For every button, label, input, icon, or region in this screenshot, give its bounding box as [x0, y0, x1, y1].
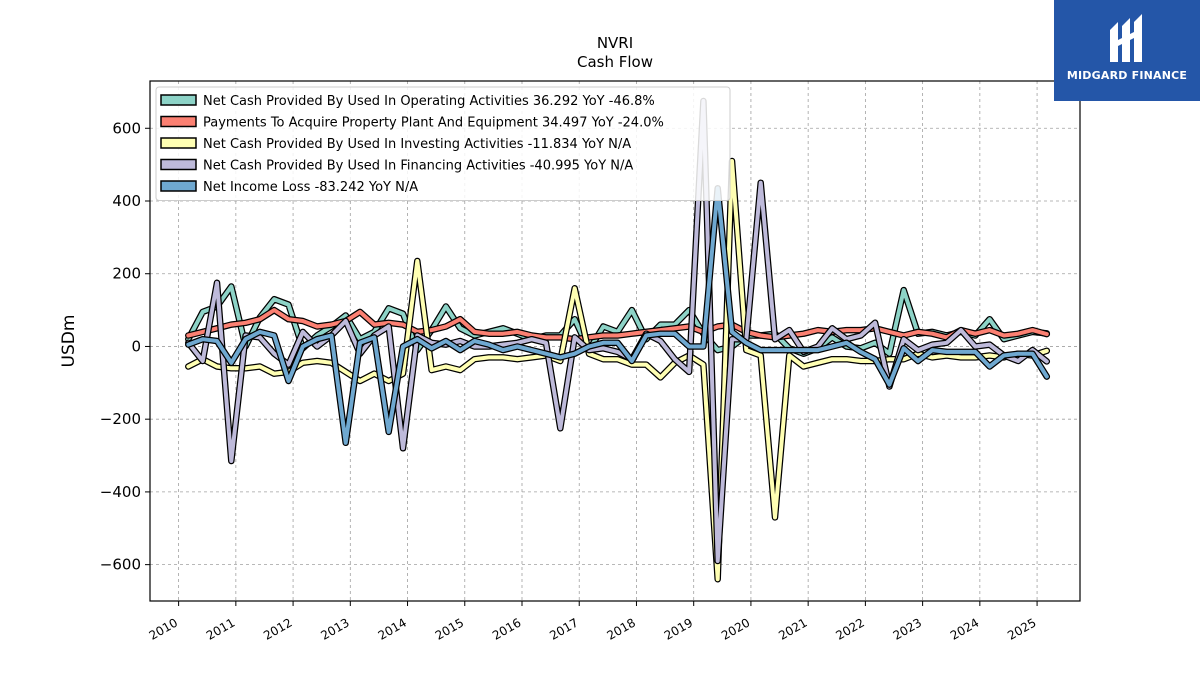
- x-tick-label: 2016: [490, 615, 523, 642]
- x-tick-label: 2021: [776, 615, 809, 642]
- legend-swatch: [160, 158, 197, 171]
- x-tick-label: 2024: [948, 615, 981, 642]
- legend: Net Cash Provided By Used In Operating A…: [155, 86, 731, 201]
- x-tick-label: 2013: [318, 615, 351, 642]
- series-line-3: [185, 157, 1051, 583]
- legend-swatch: [160, 115, 197, 128]
- legend-item: Net Cash Provided By Used In Investing A…: [160, 137, 631, 152]
- legend-box: [155, 86, 731, 201]
- plot-area-frame: [149, 80, 1081, 602]
- y-tick-label: −200: [100, 410, 141, 428]
- legend-label: Net Cash Provided By Used In Operating A…: [203, 94, 655, 109]
- legend-item: Net Income Loss -83.242 YoY N/A: [160, 180, 418, 195]
- x-tick-label: 2017: [547, 615, 580, 642]
- x-tick-label: 2023: [891, 615, 924, 642]
- x-tick-label: 2020: [719, 615, 752, 642]
- y-tick-label: 200: [112, 265, 141, 283]
- series-line-outline: [185, 157, 1051, 583]
- series-line-5: [185, 185, 1051, 447]
- x-tick-label: 2018: [605, 615, 638, 642]
- series-line-stroke: [186, 159, 1049, 582]
- legend-label: Net Cash Provided By Used In Financing A…: [203, 159, 633, 174]
- legend-swatch: [160, 180, 197, 192]
- legend-swatch: [160, 137, 197, 149]
- y-tick-label: 400: [112, 192, 141, 210]
- x-tick-label: 2014: [376, 615, 409, 642]
- legend-item: Net Cash Provided By Used In Operating A…: [160, 94, 655, 109]
- y-axis-ticks: −600 −400 −200 0 200 400 600: [100, 119, 150, 574]
- series-lines: [185, 97, 1051, 583]
- x-tick-label: 2011: [204, 615, 237, 642]
- midgard-finance-logo: MIDGARD FINANCE: [1054, 0, 1200, 101]
- y-tick-label: −400: [100, 483, 141, 501]
- x-tick-label: 2025: [1005, 615, 1038, 642]
- legend-label: Net Income Loss -83.242 YoY N/A: [203, 180, 418, 195]
- x-tick-label: 2012: [261, 615, 294, 642]
- legend-swatch: [160, 94, 197, 106]
- chart-title: NVRI Cash Flow: [577, 34, 653, 71]
- legend-label: Payments To Acquire Property Plant And E…: [203, 116, 664, 131]
- series-line-stroke: [186, 186, 1049, 445]
- y-tick-label: 0: [131, 337, 141, 355]
- x-tick-label: 2019: [662, 615, 695, 642]
- x-axis-ticks: 2010 2011 2012 2013 2014 2015 2016 2017 2018 2019…: [147, 601, 1039, 643]
- series-line-2: [185, 306, 1051, 343]
- legend-item: Net Cash Provided By Used In Financing A…: [160, 158, 633, 174]
- chart-title-line1: NVRI: [597, 34, 633, 52]
- x-tick-label: 2010: [147, 615, 180, 642]
- series-line-stroke: [186, 308, 1049, 342]
- series-line-outline: [185, 185, 1051, 447]
- y-tick-label: −600: [100, 556, 141, 574]
- legend-item: Payments To Acquire Property Plant And E…: [160, 115, 664, 131]
- logo-text: MIDGARD FINANCE: [1066, 69, 1188, 82]
- x-tick-label: 2015: [433, 615, 466, 642]
- chart-title-line2: Cash Flow: [577, 53, 653, 71]
- y-tick-label: 600: [112, 119, 141, 137]
- x-tick-label: 2022: [833, 615, 866, 642]
- logo-mark-icon: [1110, 14, 1142, 62]
- legend-label: Net Cash Provided By Used In Investing A…: [203, 137, 631, 152]
- y-axis-label: USDm: [59, 315, 79, 368]
